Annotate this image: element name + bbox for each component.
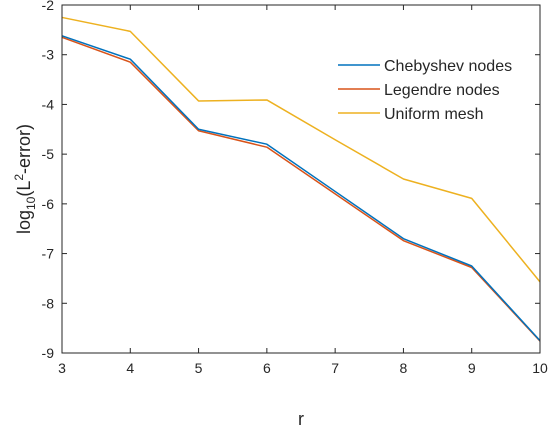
y-axis-label-log: log bbox=[14, 210, 34, 234]
x-tick-label: 3 bbox=[58, 360, 66, 376]
y-tick-label: -9 bbox=[42, 345, 55, 361]
legend-label-legendre-nodes: Legendre nodes bbox=[384, 82, 500, 99]
series-layer bbox=[61, 16, 541, 342]
x-axis-label: r bbox=[298, 409, 304, 429]
y-tick-label: -5 bbox=[42, 146, 55, 162]
x-tick-label: 6 bbox=[263, 360, 271, 376]
plot-area bbox=[62, 5, 540, 353]
y-tick-label: -3 bbox=[42, 47, 55, 63]
y-tick-label: -6 bbox=[42, 196, 55, 212]
y-axis-label-open: (L bbox=[14, 181, 34, 197]
x-tick-label: 8 bbox=[400, 360, 408, 376]
y-axis-label-subscript: 10 bbox=[24, 196, 38, 210]
y-tick-labels: -2 -3 -4 -5 -6 -7 -8 -9 bbox=[42, 0, 55, 361]
legend-label-uniform-mesh: Uniform mesh bbox=[384, 106, 484, 123]
y-tick-label: -4 bbox=[42, 96, 55, 112]
x-tick-label: 5 bbox=[195, 360, 203, 376]
y-tick-label: -2 bbox=[42, 0, 55, 13]
x-tick-label: 7 bbox=[331, 360, 339, 376]
series-line-legendre-nodes bbox=[61, 36, 541, 342]
y-tick-label: -7 bbox=[42, 246, 55, 262]
y-axis-label: log10(L2-error) bbox=[12, 124, 38, 234]
series-line-uniform-mesh bbox=[61, 16, 541, 283]
x-tick-label: 10 bbox=[532, 360, 548, 376]
x-tick-label: 4 bbox=[126, 360, 134, 376]
series-line-chebyshev-nodes bbox=[61, 35, 541, 342]
y-tick-label: -8 bbox=[42, 295, 55, 311]
y-axis-label-rest: -error) bbox=[14, 124, 34, 174]
tick-marks bbox=[61, 4, 541, 354]
legend: Chebyshev nodes Legendre nodes Uniform mes… bbox=[338, 58, 512, 123]
x-tick-label: 9 bbox=[468, 360, 476, 376]
y-axis-label-superscript: 2 bbox=[12, 174, 26, 181]
legend-label-chebyshev-nodes: Chebyshev nodes bbox=[384, 58, 512, 75]
x-tick-labels: 3 4 5 6 7 8 9 10 bbox=[58, 360, 548, 376]
plot-frame bbox=[61, 4, 541, 354]
